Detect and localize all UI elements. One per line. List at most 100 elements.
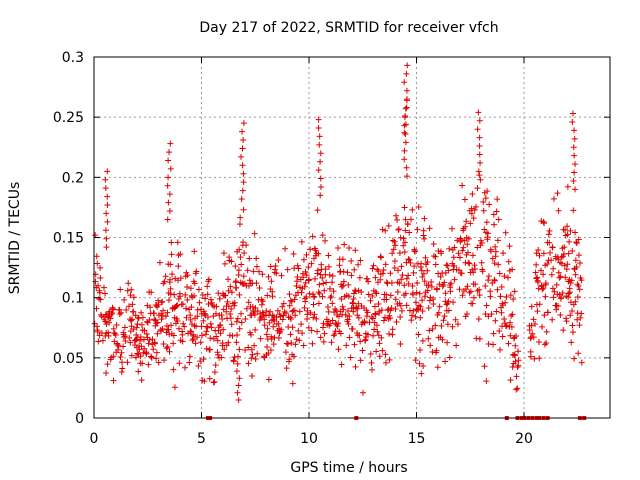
data-point <box>553 281 560 288</box>
data-point <box>240 170 247 177</box>
data-point <box>356 332 363 339</box>
data-point <box>382 261 389 268</box>
data-point <box>446 245 453 252</box>
data-point <box>300 274 307 281</box>
data-point <box>124 359 131 366</box>
data-point <box>102 290 109 297</box>
data-point <box>143 350 150 357</box>
data-point <box>271 317 278 324</box>
data-point <box>349 300 356 307</box>
data-point <box>463 218 470 225</box>
data-point <box>280 300 287 307</box>
data-point <box>548 271 555 278</box>
data-point <box>424 267 431 274</box>
data-point <box>400 235 407 242</box>
data-point <box>183 314 190 321</box>
data-point <box>104 361 111 368</box>
data-point <box>212 310 219 317</box>
data-point <box>452 316 459 323</box>
data-point <box>119 365 126 372</box>
data-point <box>546 227 553 234</box>
data-point <box>246 277 253 284</box>
data-point <box>548 257 555 264</box>
data-point <box>265 376 272 383</box>
data-point <box>263 331 270 338</box>
data-point <box>225 339 232 346</box>
data-point <box>498 283 505 290</box>
data-point <box>468 210 475 217</box>
data-point <box>258 296 265 303</box>
data-point <box>511 288 518 295</box>
data-point <box>379 347 386 354</box>
data-point <box>236 325 243 332</box>
data-point <box>316 141 323 148</box>
data-point <box>245 344 252 351</box>
data-point <box>204 324 211 331</box>
data-points <box>91 62 587 420</box>
data-point <box>304 307 311 314</box>
data-point <box>475 168 482 175</box>
data-point <box>238 319 245 326</box>
data-point <box>290 251 297 258</box>
data-point <box>429 326 436 333</box>
data-point <box>345 293 352 300</box>
data-point <box>138 309 145 316</box>
data-point <box>415 331 422 338</box>
data-point <box>573 240 580 247</box>
data-point <box>329 300 336 307</box>
data-point <box>319 293 326 300</box>
data-point <box>512 342 519 349</box>
data-point <box>555 256 562 263</box>
data-point <box>168 239 175 246</box>
data-point <box>256 284 263 291</box>
data-point <box>568 308 575 315</box>
data-point <box>509 311 516 318</box>
data-point <box>403 87 410 94</box>
data-point <box>96 289 103 296</box>
data-point <box>421 235 428 242</box>
data-point <box>571 127 578 134</box>
data-point <box>404 173 411 180</box>
y-tick-label: 0.15 <box>53 231 84 247</box>
data-point <box>344 316 351 323</box>
data-point <box>303 272 310 279</box>
data-point <box>533 261 540 268</box>
data-point <box>312 275 319 282</box>
data-point <box>179 338 186 345</box>
data-point <box>528 303 535 310</box>
data-point <box>440 317 447 324</box>
data-point <box>283 310 290 317</box>
data-point <box>505 340 512 347</box>
data-point <box>375 268 382 275</box>
data-point <box>401 282 408 289</box>
data-point <box>506 243 513 250</box>
data-point <box>470 294 477 301</box>
data-point <box>137 333 144 340</box>
data-point <box>416 360 423 367</box>
data-point <box>99 337 106 344</box>
data-point <box>401 248 408 255</box>
data-point <box>379 226 386 233</box>
data-point <box>372 274 379 281</box>
data-point <box>149 336 156 343</box>
data-point <box>296 308 303 315</box>
data-point <box>202 295 209 302</box>
data-point <box>473 335 480 342</box>
data-point <box>547 249 554 256</box>
data-point <box>347 354 354 361</box>
data-point <box>401 122 408 129</box>
data-point <box>380 317 387 324</box>
data-point <box>549 285 556 292</box>
data-point <box>186 359 193 366</box>
data-point <box>469 266 476 273</box>
data-point <box>212 362 219 369</box>
data-point <box>216 295 223 302</box>
data-point <box>317 175 324 182</box>
data-point <box>126 303 133 310</box>
data-point <box>278 272 285 279</box>
data-point <box>577 314 584 321</box>
data-point <box>408 317 415 324</box>
data-point <box>531 355 538 362</box>
data-point <box>482 282 489 289</box>
data-point <box>398 276 405 283</box>
